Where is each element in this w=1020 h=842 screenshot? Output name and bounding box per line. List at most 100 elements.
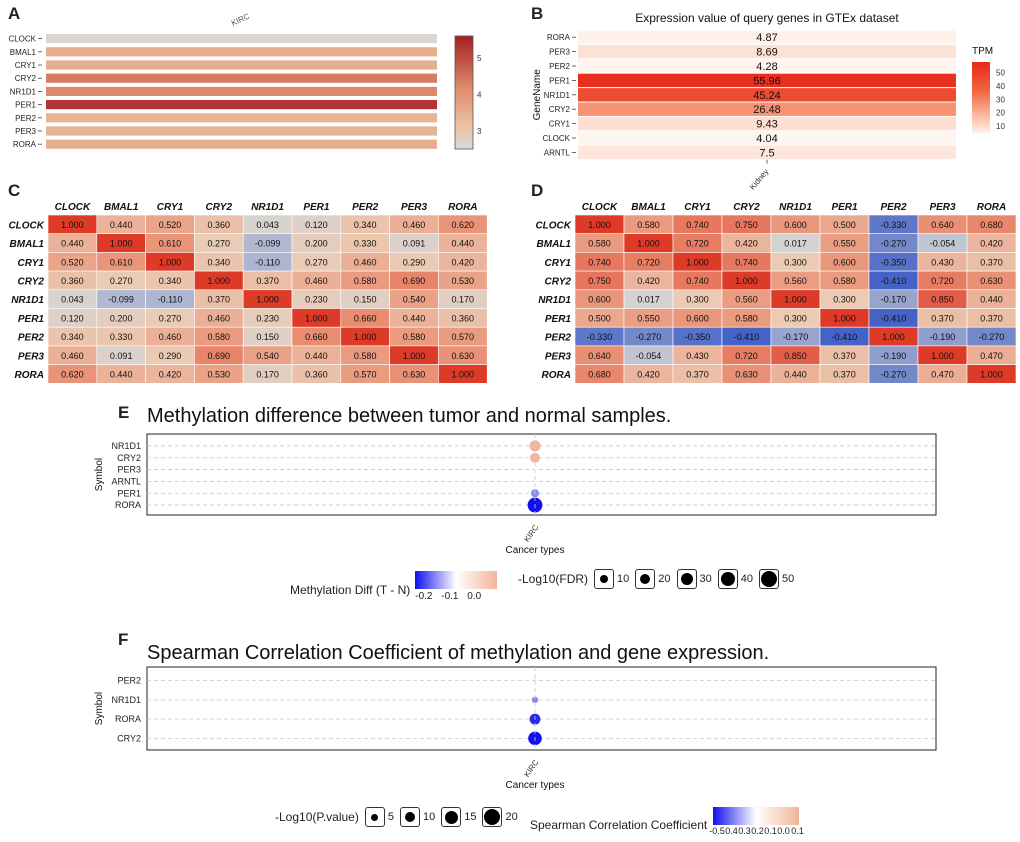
heatmap-d-row-label: PER1 (545, 314, 572, 325)
heatmap-c-row-label: PER3 (18, 351, 45, 362)
heatmap-c-cell-value: 0.420 (452, 257, 475, 267)
legend-e-size-title: -Log10(FDR) (518, 572, 589, 586)
heatmap-c-cell-value: 0.460 (159, 332, 182, 342)
heatmap-c-cell-value: 0.091 (403, 239, 426, 249)
heatmap-c-cell-value: 0.120 (305, 220, 328, 230)
heatmap-c-cell-value: 0.170 (256, 369, 279, 379)
colorbar-a-tick: 5 (477, 54, 482, 63)
heatmap-b-cell (578, 102, 956, 116)
heatmap-d-cell-value: 0.370 (833, 369, 856, 379)
heatmap-c-row-label: PER2 (18, 333, 45, 344)
heatmap-b-row-label: ARNTL (544, 148, 571, 157)
heatmap-d-cell-value: 0.720 (931, 276, 954, 286)
heatmap-d-cell-value: 0.600 (833, 257, 856, 267)
legend-f-size-1: 5 (387, 811, 394, 823)
heatmap-d-cell-value: -0.270 (636, 332, 662, 342)
colorbar-a-tick: 4 (477, 90, 482, 99)
heatmap-d-cell-value: -0.054 (930, 239, 956, 249)
heatmap-d-cell-value: 0.550 (833, 239, 856, 249)
legend-e-size-3: 30 (699, 573, 712, 585)
heatmap-c-col-label: CRY1 (157, 202, 184, 213)
heatmap-b-value-label: 8.69 (756, 47, 777, 59)
heatmap-c-cell-value: 1.000 (61, 220, 84, 230)
dotplot-e-xlabel: Cancer types (506, 545, 565, 556)
heatmap-c-cell-value: 0.460 (354, 257, 377, 267)
heatmap-d-cell-value: 0.580 (833, 276, 856, 286)
legend-f-tick-7: 0.1 (791, 826, 804, 836)
heatmap-b-row-label: PER1 (549, 76, 570, 85)
heatmap-a-cell (46, 86, 437, 96)
heatmap-c-cell-value: 0.360 (452, 313, 475, 323)
heatmap-d-cell-value: 0.680 (588, 369, 611, 379)
heatmap-d-cell-value: 0.300 (686, 295, 709, 305)
legend-f-tick-3: 0.3 (738, 826, 751, 836)
heatmap-c-cell (438, 364, 488, 383)
colorbar-b-title: TPM (972, 46, 993, 57)
heatmap-b-value-label: 4.28 (756, 61, 777, 73)
legend-f-color: Spearman Correlation Coefficient -0.5 0.… (530, 805, 809, 841)
heatmap-b-cell (578, 73, 956, 88)
dotplot-f-row-label: PER2 (117, 676, 141, 686)
heatmap-c-cell-value: 0.360 (305, 369, 328, 379)
heatmap-d-row-label: CRY1 (545, 258, 572, 269)
heatmap-c-cell-value: 0.360 (208, 220, 231, 230)
heatmap-d-cell-value: -0.410 (734, 332, 760, 342)
heatmap-a-cell (46, 47, 437, 57)
heatmap-d-row-label: BMAL1 (537, 239, 572, 250)
heatmap-d-cell (966, 364, 1017, 383)
heatmap-a-row-label: PER1 (15, 101, 36, 110)
legend-f-size-title: -Log10(P.value) (275, 810, 359, 824)
heatmap-a-cell (46, 139, 437, 149)
heatmap-d-cell-value: 1.000 (637, 239, 660, 249)
panel-label-f: F (118, 630, 129, 649)
heatmap-c-col-label: PER1 (303, 202, 330, 213)
heatmap-c-cell-value: 0.460 (208, 313, 231, 323)
legend-f-tick-5: 0.1 (764, 826, 777, 836)
heatmap-c-cell-value: 0.610 (110, 257, 133, 267)
heatmap-c-cell-value: -0.110 (255, 257, 280, 267)
heatmap-c-cell-value: 0.610 (159, 239, 182, 249)
heatmap-d-cell-value: 0.017 (637, 295, 660, 305)
heatmap-c-cell-value: 1.000 (110, 239, 133, 249)
heatmap-d-cell-value: 0.430 (931, 257, 954, 267)
heatmap-d-cell-value: -0.330 (881, 220, 907, 230)
heatmap-b-row-label: NR1D1 (544, 91, 571, 100)
heatmap-c-cell-value: 0.460 (61, 351, 84, 361)
legend-f-size-2: 10 (422, 811, 436, 823)
heatmap-d-cell-value: 0.600 (784, 220, 807, 230)
heatmap-d-col-label: BMAL1 (631, 202, 666, 213)
heatmap-d-cell-value: 1.000 (686, 257, 709, 267)
dotplot-e-row-label: RORA (115, 500, 141, 510)
heatmap-c-cell-value: 0.440 (403, 313, 426, 323)
heatmap-a-cell (46, 113, 437, 123)
legend-e-size: -Log10(FDR) 10 20 30 40 50 (518, 568, 794, 590)
heatmap-d-cell-value: 0.600 (588, 295, 611, 305)
heatmap-b-row-label: PER2 (549, 62, 570, 71)
heatmap-c-cell-value: 0.440 (452, 239, 475, 249)
legend-f-gradient (713, 807, 800, 825)
heatmap-c-cell-value: 1.000 (403, 351, 426, 361)
heatmap-c-cell-value: 0.580 (354, 276, 377, 286)
heatmap-b-cell (578, 30, 956, 44)
heatmap-d-cell-value: 0.600 (686, 313, 709, 323)
legend-f-size: -Log10(P.value) 5 10 15 20 (275, 806, 518, 828)
heatmap-d-cell-value: 0.750 (588, 276, 611, 286)
heatmap-b-cell (578, 145, 956, 160)
heatmap-d-cell-value: 0.680 (980, 220, 1003, 230)
heatmap-d-cell-value: 0.420 (637, 276, 660, 286)
heatmap-c-cell-value: 0.440 (110, 220, 133, 230)
chart-e-title: Methylation difference between tumor and… (147, 405, 672, 427)
heatmap-c-cell-value: 0.270 (208, 239, 231, 249)
heatmap-d-cell-value: 0.300 (784, 313, 807, 323)
legend-f-color-title: Spearman Correlation Coefficient (530, 818, 708, 832)
legend-f-tick-4: 0.2 (751, 826, 764, 836)
heatmap-d-row-label: RORA (542, 370, 571, 381)
heatmap-d-cell-value: 0.370 (686, 369, 709, 379)
heatmap-d-cell-value: 0.560 (735, 295, 758, 305)
heatmap-a-row-label: PER3 (15, 127, 36, 136)
colorbar-b-tick: 30 (996, 95, 1005, 104)
heatmap-a-row-label: CRY1 (15, 61, 37, 70)
heatmap-b-value-label: 4.04 (756, 133, 777, 145)
heatmap-c-cell-value: 0.440 (305, 351, 328, 361)
